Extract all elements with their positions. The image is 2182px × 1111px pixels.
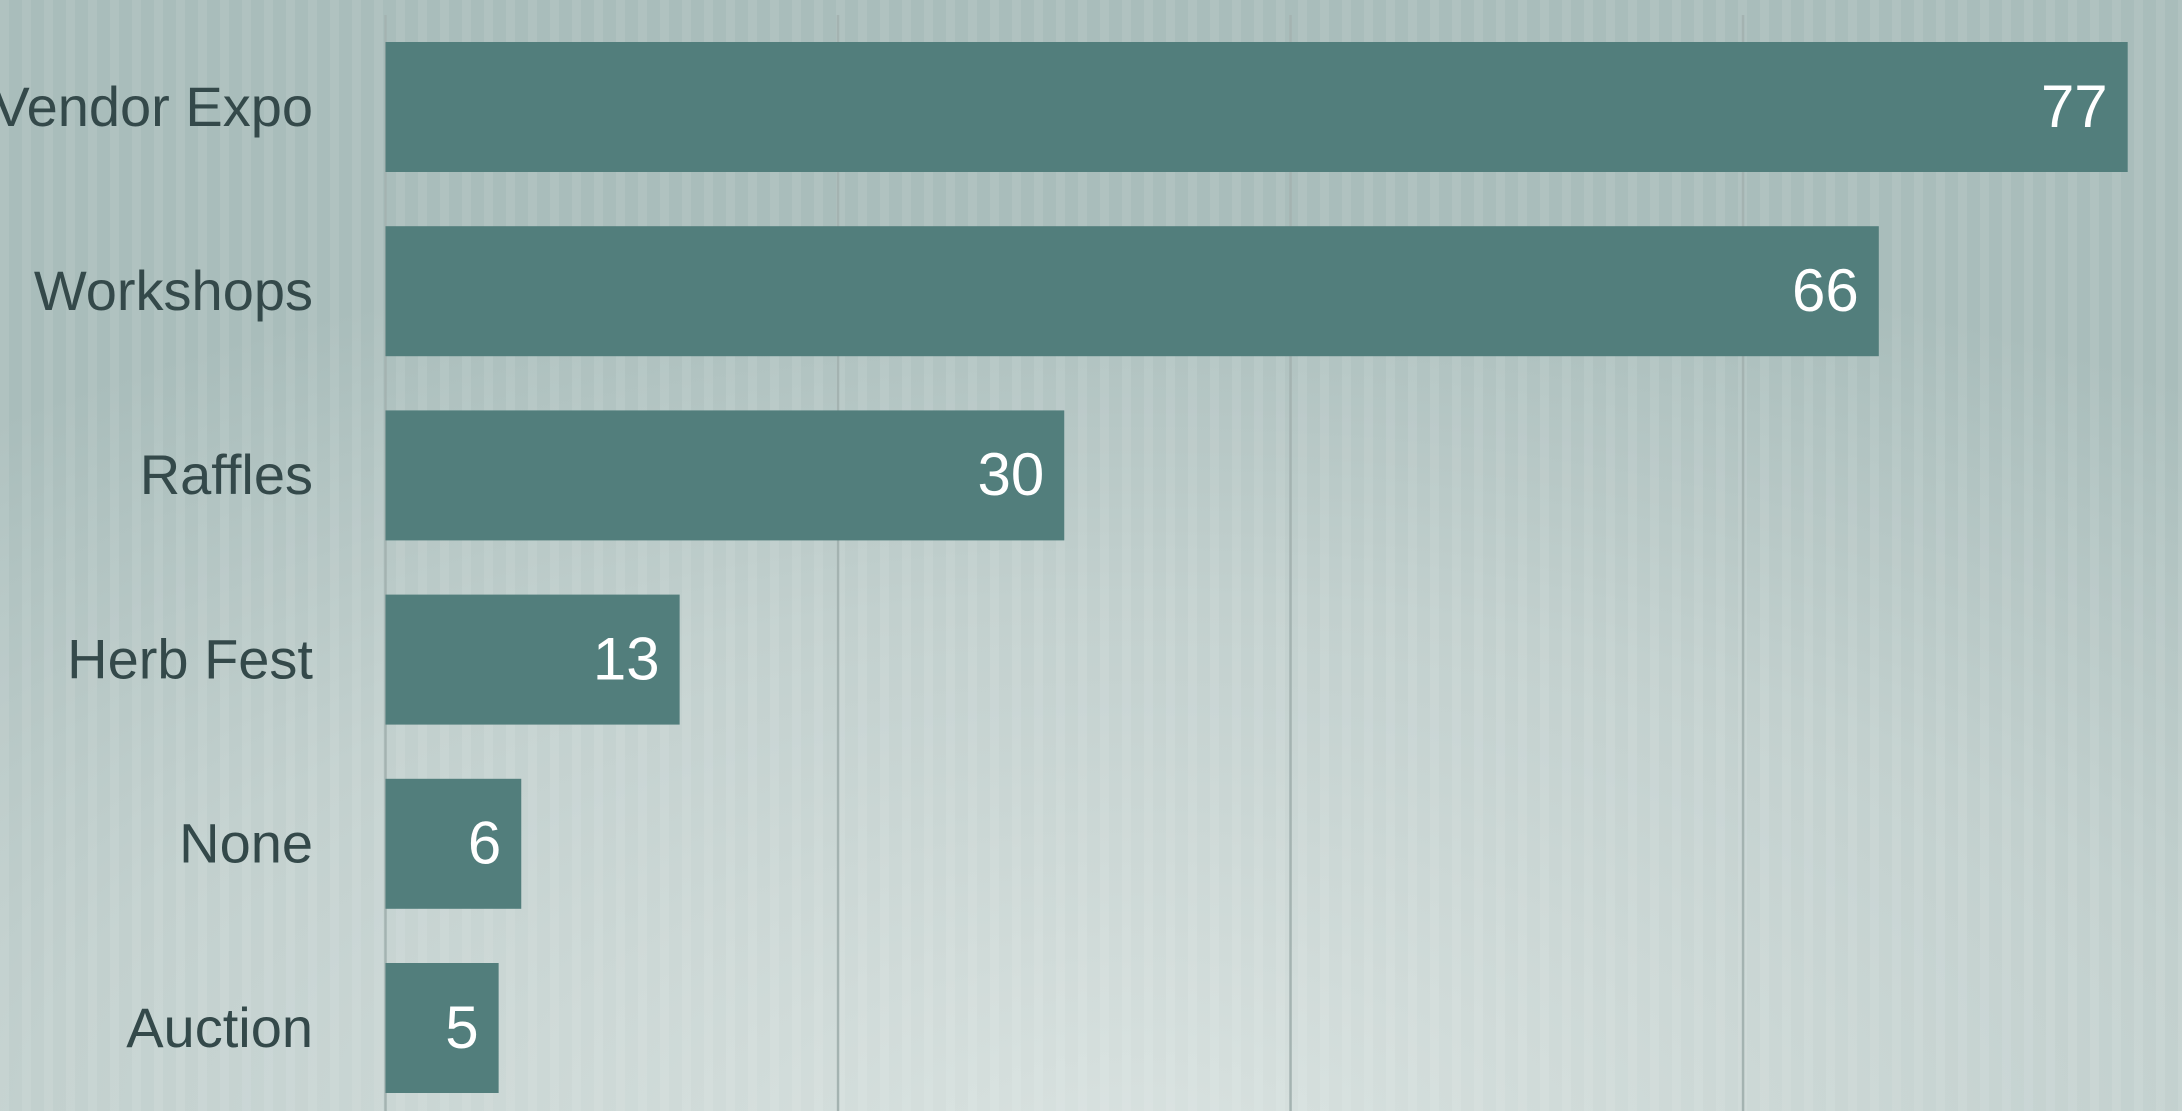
value-label: 5 [445,994,478,1061]
bar [385,42,2128,172]
value-label: 66 [1792,257,1859,324]
y-tick-label: None [179,812,313,875]
value-label: 13 [593,625,660,692]
bar [385,778,522,909]
y-tick-label: Herb Fest [67,627,313,690]
y-tick-label: Workshops [34,259,313,322]
value-label: 77 [2041,73,2108,140]
y-tick-label: Auction [126,996,313,1059]
value-label: 6 [468,810,501,877]
value-label: 30 [978,441,1045,508]
bar [385,594,680,725]
bar [385,963,499,1093]
bar [385,226,1879,357]
y-tick-label: Vendor Expo [0,75,313,138]
y-tick-label: Raffles [140,443,313,506]
bar [385,410,1065,541]
